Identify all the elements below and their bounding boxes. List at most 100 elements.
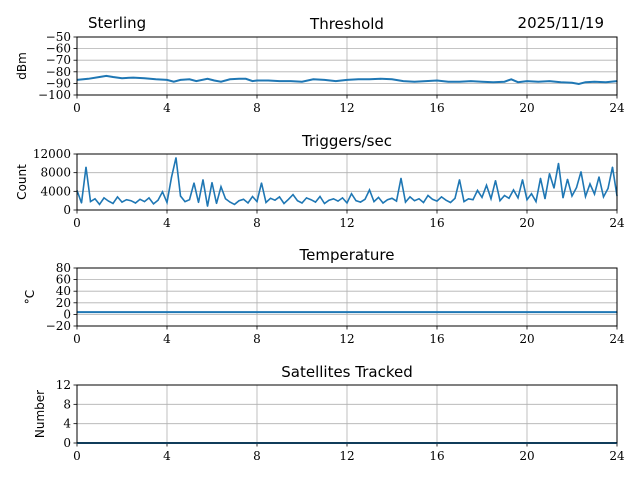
y-tick-label: 4 [63,417,71,431]
data-point [260,182,263,184]
data-point [526,199,528,201]
x-tick-label: 12 [339,449,354,463]
data-point [440,196,443,198]
data-point [152,203,155,205]
data-point [121,201,123,203]
data-point [179,195,182,197]
data-point [103,197,105,199]
data-point [193,182,195,184]
data-point [364,198,366,200]
subplot-title: Temperature [298,246,394,264]
axes-frame [76,153,618,211]
data-point [87,78,89,80]
data-point [503,81,506,83]
x-tick-label: 20 [519,101,534,115]
y-axis-label: °C [23,290,37,304]
y-tick-label: −50 [46,30,71,44]
data-point [220,81,222,83]
data-point [290,80,292,82]
y-tick-label: 12000 [33,147,71,161]
data-point [346,79,348,81]
data-point [312,78,314,80]
data-point [427,194,429,197]
data-point [544,198,546,200]
station-label: Sterling [88,14,146,32]
x-tick-label: 8 [253,449,261,463]
y-tick-label: −70 [46,53,71,67]
data-point [400,177,402,179]
data-point [323,79,326,81]
y-axis-label: dBm [15,52,29,80]
data-point [485,184,488,186]
y-tick-label: 4000 [40,184,71,198]
x-tick-label: 16 [429,101,444,115]
data-point [553,187,555,189]
y-tick-label: −90 [46,76,71,90]
data-point [467,198,470,200]
data-point [166,201,168,204]
data-point [335,80,337,82]
data-point [211,181,213,184]
data-point [481,196,483,198]
data-point [319,195,321,198]
x-tick-label: 0 [73,332,81,346]
data-point [575,187,578,189]
data-point [355,200,357,202]
data-point [224,198,227,200]
data-point [490,198,492,200]
y-axis-label: Count [15,164,29,200]
data-point [593,81,596,83]
data-point [447,81,449,83]
data-point [503,194,506,197]
x-tick-label: 12 [339,101,354,115]
data-point [346,202,348,204]
data-point [98,76,101,78]
data-point [373,201,375,203]
y-tick-label: −60 [46,42,71,56]
data-point [602,196,605,198]
data-point [125,199,128,201]
x-tick-label: 0 [73,449,81,463]
x-tick-label: 0 [73,101,81,115]
y-tick-label: 40 [56,284,71,298]
data-point [499,200,501,202]
data-point [251,195,254,198]
data-point [179,79,182,81]
data-point [278,196,281,198]
data-point [238,200,240,202]
series-line [76,74,618,86]
data-point [359,201,362,203]
data-point [377,196,380,198]
data-point [229,201,231,203]
y-tick-label: −80 [46,65,71,79]
data-point [425,80,427,82]
data-point [132,77,134,79]
data-point [611,166,614,168]
subplot-1: 0 4 8 12 16 20 24 −100−90−80−70−60−50 Threshold d… [15,15,625,115]
data-point [357,78,359,80]
data-point [80,202,83,204]
x-tick-label: 8 [253,101,261,115]
y-tick-label: 0 [63,436,71,450]
data-point [584,195,587,198]
data-point [418,198,420,200]
data-point [245,78,247,80]
data-point [332,198,335,200]
data-point [368,78,371,80]
y-tick-label: 8000 [40,166,71,180]
data-point [139,198,141,200]
date-label: 2025/11/19 [518,14,604,32]
data-point [431,198,434,200]
data-point [188,78,191,80]
data-point [247,202,249,204]
subplot-title: Satellites Tracked [281,363,412,381]
data-point [155,78,157,80]
data-point [562,197,564,199]
data-point [598,176,600,178]
data-point [202,179,204,181]
y-tick-label: 80 [56,261,71,275]
data-point [143,201,146,203]
data-point [206,78,209,80]
data-point [578,83,580,85]
